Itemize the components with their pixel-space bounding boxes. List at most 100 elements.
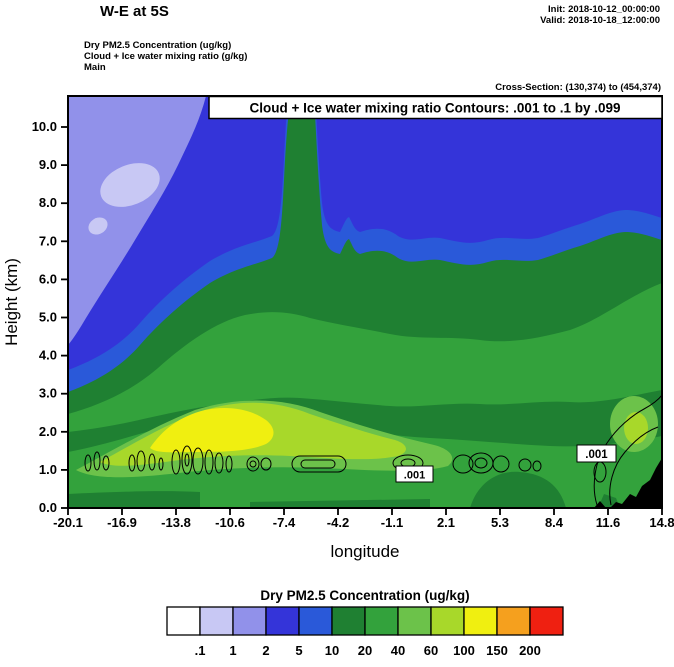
fill-band-pale-lavender	[100, 163, 160, 207]
cloud-contour	[184, 453, 190, 467]
x-tick-label: -10.6	[215, 515, 245, 530]
colorbar-cell	[463, 606, 498, 636]
x-axis-title: longitude	[330, 542, 399, 561]
cloud-contour	[249, 460, 257, 468]
colorbar-tick-label: 150	[486, 643, 508, 658]
filled-contour-field	[68, 96, 662, 508]
colorbar-tick-label: 10	[325, 643, 339, 658]
colorbar-tick-label: 100	[453, 643, 475, 658]
x-tick-label: 8.4	[545, 515, 564, 530]
fill-patch-dark-green	[68, 491, 200, 508]
cloud-contour	[84, 454, 92, 472]
x-tick-label: -4.2	[327, 515, 349, 530]
x-tick-label: 14.8	[649, 515, 674, 530]
cloud-contour	[518, 458, 532, 472]
colorbar-cells	[166, 606, 564, 636]
colorbar-cell	[397, 606, 432, 636]
colorbar-cell	[265, 606, 300, 636]
terrain-silhouette	[610, 458, 662, 508]
colorbar-tick-label: 60	[424, 643, 438, 658]
x-tick-label: 2.1	[437, 515, 455, 530]
cloud-contour	[171, 449, 181, 475]
cloud-contour	[474, 457, 488, 469]
cloud-contour	[492, 455, 510, 473]
x-tick-label: -20.1	[53, 515, 83, 530]
cloud-contour	[148, 453, 156, 471]
contour-label-box	[576, 444, 617, 463]
y-tick-label: 7.0	[39, 233, 57, 248]
x-axis-ticks	[67, 508, 663, 515]
cloud-contour	[452, 454, 474, 474]
colorbar-cell	[331, 606, 366, 636]
contour-label-group: .001 .001	[395, 444, 617, 483]
colorbar-tick-label: 40	[391, 643, 405, 658]
init-time-label: Init: 2018-10-12_00:00:00	[548, 4, 660, 15]
valid-time-label: Valid: 2018-10-18_12:00:00	[540, 15, 660, 26]
y-tick-label: 6.0	[39, 271, 57, 286]
y-tick-label: 4.0	[39, 348, 57, 363]
cloud-contour	[192, 447, 204, 475]
field-line-fill: Dry PM2.5 Concentration (ug/kg)	[84, 40, 231, 51]
y-tick-label: 0.0	[39, 500, 57, 515]
colorbar-tick-label: 5	[295, 643, 302, 658]
cloud-contour	[204, 449, 214, 475]
field-line-contour: Cloud + Ice water mixing ratio (g/kg)	[84, 51, 247, 62]
cloud-contour	[136, 450, 146, 472]
colorbar-tick-label: 2	[262, 643, 269, 658]
cloud-contour-lines	[84, 394, 662, 506]
colorbar-cell	[199, 606, 234, 636]
cloud-contour	[214, 452, 224, 474]
cloud-contour	[128, 454, 136, 472]
y-tick-label: 8.0	[39, 195, 57, 210]
colorbar-cell	[166, 606, 201, 636]
colorbar-cell	[529, 606, 564, 636]
fill-patch-dark-green	[250, 499, 430, 508]
y-tick-label: 1.0	[39, 462, 57, 477]
field-line-domain: Main	[84, 62, 106, 73]
y-tick-labels: 0.0 1.0 2.0 3.0 4.0 5.0 6.0 7.0 8.0 9.0 …	[32, 119, 57, 515]
overlay-title-box	[208, 95, 663, 120]
y-axis-title: Height (km)	[2, 258, 21, 346]
fill-band-yellow-max	[150, 408, 274, 453]
fill-band-pale-lavender	[88, 217, 108, 235]
x-tick-label: -1.1	[381, 515, 403, 530]
y-axis-ticks	[61, 126, 68, 509]
x-tick-label: -13.8	[161, 515, 191, 530]
fill-band-lavender	[68, 96, 206, 345]
colorbar-cell	[232, 606, 267, 636]
cloud-contour	[609, 426, 659, 506]
terrain-silhouette	[594, 501, 606, 508]
cloud-contour	[532, 460, 542, 472]
contour-label: .001	[585, 449, 608, 461]
overlay-title: Cloud + Ice water mixing ratio Contours:…	[250, 101, 621, 116]
x-tick-labels: -20.1 -16.9 -13.8 -10.6 -7.4 -4.2 -1.1 2…	[53, 515, 674, 530]
cloud-contour	[260, 457, 272, 471]
cloud-contour	[291, 455, 347, 473]
y-tick-label: 2.0	[39, 424, 57, 439]
x-tick-label: 5.3	[491, 515, 509, 530]
y-tick-label: 10.0	[32, 119, 57, 134]
y-tick-label: 9.0	[39, 157, 57, 172]
contour-label: .001	[404, 470, 425, 482]
colorbar-title: Dry PM2.5 Concentration (ug/kg)	[260, 588, 469, 603]
cloud-contour	[300, 459, 336, 469]
colorbar-tick-label: .1	[195, 643, 206, 658]
colorbar-cell	[430, 606, 465, 636]
y-tick-label: 5.0	[39, 310, 57, 325]
fill-band-medium-green-upper	[68, 283, 662, 432]
x-tick-label: -16.9	[107, 515, 137, 530]
colorbar-cell	[496, 606, 531, 636]
y-tick-label: 3.0	[39, 386, 57, 401]
fill-patch-dark-green	[470, 471, 566, 508]
cloud-contour	[593, 394, 662, 506]
x-tick-label: 11.6	[596, 515, 621, 530]
colorbar-tick-labels: .1 1 2 5 10 20 40 60 100 150 200	[195, 643, 541, 658]
colorbar-cell	[298, 606, 333, 636]
figure-title: W-E at 5S	[100, 3, 169, 20]
cross-section-label: Cross-Section: (130,374) to (454,374)	[495, 82, 661, 93]
cloud-contour	[93, 451, 101, 471]
colorbar-tick-label: 1	[229, 643, 236, 658]
cloud-contour	[246, 456, 260, 472]
